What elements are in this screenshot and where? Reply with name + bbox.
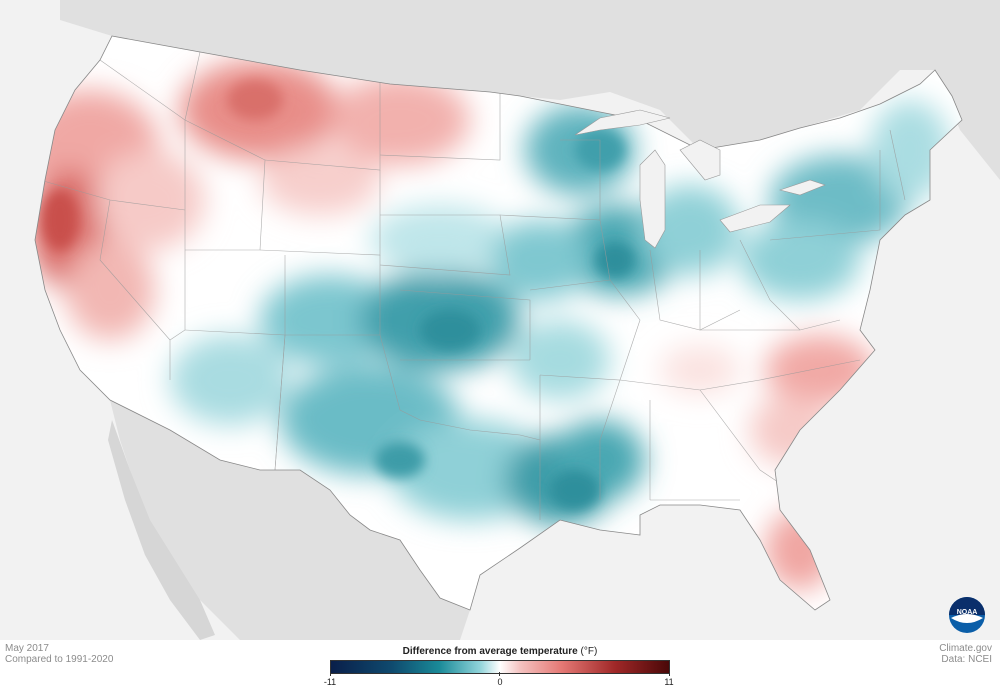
legend-unit: (°F)	[580, 646, 598, 657]
legend-tick-mid	[499, 672, 500, 676]
baseline-label: Compared to 1991-2020	[5, 654, 114, 665]
canada-landmass	[60, 0, 1000, 180]
legend-tick-max	[669, 672, 670, 676]
legend-title: Difference from average temperature (°F)	[330, 646, 670, 657]
site-credit: Climate.gov	[939, 643, 992, 654]
legend-title-text: Difference from average temperature	[402, 646, 578, 657]
legend-min-label: -11	[323, 677, 337, 687]
temperature-anomaly-map	[34, 0, 1000, 640]
data-source: Data: NCEI	[941, 654, 992, 665]
noaa-logo-text: NOAA	[957, 609, 978, 616]
legend-mid-label: 0	[497, 677, 503, 687]
legend-color-bar	[330, 660, 670, 674]
period-label: May 2017	[5, 643, 49, 654]
mexico-landmass	[110, 400, 470, 640]
legend-tick-min	[330, 672, 331, 676]
noaa-logo: NOAA	[949, 597, 985, 633]
footer: May 2017 Compared to 1991-2020 Differenc…	[0, 640, 1000, 690]
legend-max-label: 11	[664, 677, 674, 687]
baja-peninsula	[108, 420, 215, 640]
great-lakes	[574, 109, 826, 249]
